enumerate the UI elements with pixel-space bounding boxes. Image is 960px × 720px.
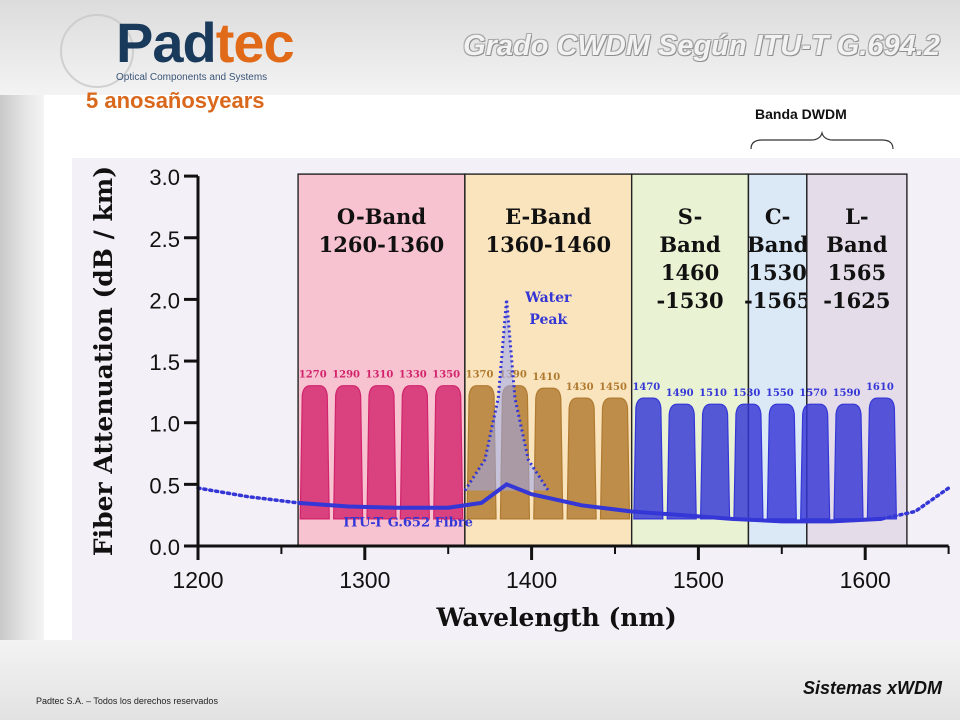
slide-title: Grado CWDM Según ITU-T G.694.2 <box>463 30 940 62</box>
channel-peak <box>433 385 464 520</box>
band-label-line: E-Band <box>505 204 592 229</box>
water-peak-curve <box>463 299 550 492</box>
dwdm-brace <box>750 131 894 150</box>
logo-wordmark: Padtec <box>116 10 295 75</box>
channel-label: 1490 <box>666 388 694 399</box>
logo-anniversary: 5 anosañosyears <box>86 88 265 113</box>
band-label-line: 1460 <box>661 260 719 285</box>
channel-label: 1330 <box>399 370 427 381</box>
band-label-line: -1625 <box>823 288 890 313</box>
logo-word-left: Pad <box>116 11 217 74</box>
y-tick-label: 0.5 <box>149 473 180 498</box>
header-band <box>0 0 960 95</box>
band-label-line: O-Band <box>337 204 426 229</box>
band-label-line: Band <box>747 232 809 257</box>
x-tick-label: 1600 <box>840 567 891 593</box>
dwdm-band-label: Banda DWDM <box>755 106 847 122</box>
logo-word-right: tec <box>215 11 295 74</box>
channel-peak <box>333 385 364 520</box>
band-label-line: Band <box>826 232 888 257</box>
channel-label: 1570 <box>799 388 827 399</box>
padtec-logo: Padtec Optical Components and Systems 5 … <box>60 10 310 120</box>
curve-group: Water Peak ITU-T G.652 Fibre <box>196 290 951 530</box>
channel-label: 1530 <box>733 388 761 399</box>
channel-label: 1550 <box>766 388 794 399</box>
band-label-line: 1260-1360 <box>319 232 445 257</box>
x-tick-label: 1300 <box>339 567 390 593</box>
band-label-line: 1565 <box>828 260 886 285</box>
channel-peak <box>766 403 797 520</box>
channel-peak <box>399 385 430 520</box>
channel-label: 1430 <box>566 382 594 393</box>
channel-peak <box>566 397 597 520</box>
left-decor-strip <box>0 0 44 720</box>
band-label-line: 1530 <box>748 260 806 285</box>
channel-label: 1370 <box>466 370 494 381</box>
channel-peak <box>800 403 831 520</box>
axes-group: 0.0 0.5 1.0 1.5 2.0 2.5 3.0 1200 1300 1400 1500 160… <box>89 165 950 632</box>
copyright-text: Padtec S.A. – Todos los derechos reserva… <box>36 696 218 706</box>
logo-tagline: Optical Components and Systems <box>116 72 268 83</box>
band-label-line: S- <box>678 204 703 229</box>
y-tick-label: 1.5 <box>149 350 180 375</box>
channel-peak <box>599 397 631 520</box>
fibre-curve-label: ITU-T G.652 Fibre <box>343 515 473 530</box>
channel-peak <box>733 403 764 520</box>
band-label-line: Band <box>659 232 721 257</box>
y-tick-label: 2.5 <box>149 227 180 252</box>
y-tick-label: 0.0 <box>149 535 180 560</box>
y-tick-label: 1.0 <box>149 412 180 437</box>
attenuation-chart: O-Band 1260-1360 E-Band 1360-1460 S- Band 1460… <box>72 158 960 640</box>
channel-peak <box>866 397 897 520</box>
channel-label: 1290 <box>332 370 360 381</box>
channel-peak <box>666 403 697 520</box>
y-tick-label: 2.0 <box>149 288 180 313</box>
x-tick-label: 1200 <box>172 567 223 593</box>
channel-peak <box>633 397 664 520</box>
channel-label: 1610 <box>866 382 894 393</box>
channel-peak <box>833 403 864 520</box>
band-label-line: -1530 <box>656 288 723 313</box>
channel-peak <box>366 385 397 520</box>
band-label-line: C- <box>765 204 790 229</box>
x-axis-label: Wavelength (nm) <box>435 603 676 632</box>
globe-icon <box>60 14 134 88</box>
x-tick-label: 1400 <box>506 567 557 593</box>
fibre-curve-solid <box>297 482 882 524</box>
channel-label: 1310 <box>366 370 394 381</box>
band-label-line: L- <box>845 204 868 229</box>
footer-band <box>0 640 960 720</box>
y-tick-label: 3.0 <box>149 165 180 190</box>
channel-label: 1590 <box>833 388 861 399</box>
channel-peak <box>699 403 731 520</box>
water-peak-label: Water <box>524 290 572 306</box>
channel-label: 1510 <box>699 388 727 399</box>
channel-label: 1350 <box>432 370 460 381</box>
channel-label: 1470 <box>632 382 660 393</box>
x-tick-label: 1500 <box>673 567 724 593</box>
water-peak-label: Peak <box>529 312 567 328</box>
y-axis-label: Fiber Attenuation (dB / km) <box>89 166 118 556</box>
band-label-line: -1565 <box>744 288 811 313</box>
channel-label: 1410 <box>532 372 560 383</box>
channel-label: 1450 <box>599 382 627 393</box>
section-title: Sistemas xWDM <box>802 678 942 698</box>
channel-peak <box>299 385 330 520</box>
band-label-line: 1360-1460 <box>485 232 611 257</box>
channel-label: 1270 <box>299 370 327 381</box>
